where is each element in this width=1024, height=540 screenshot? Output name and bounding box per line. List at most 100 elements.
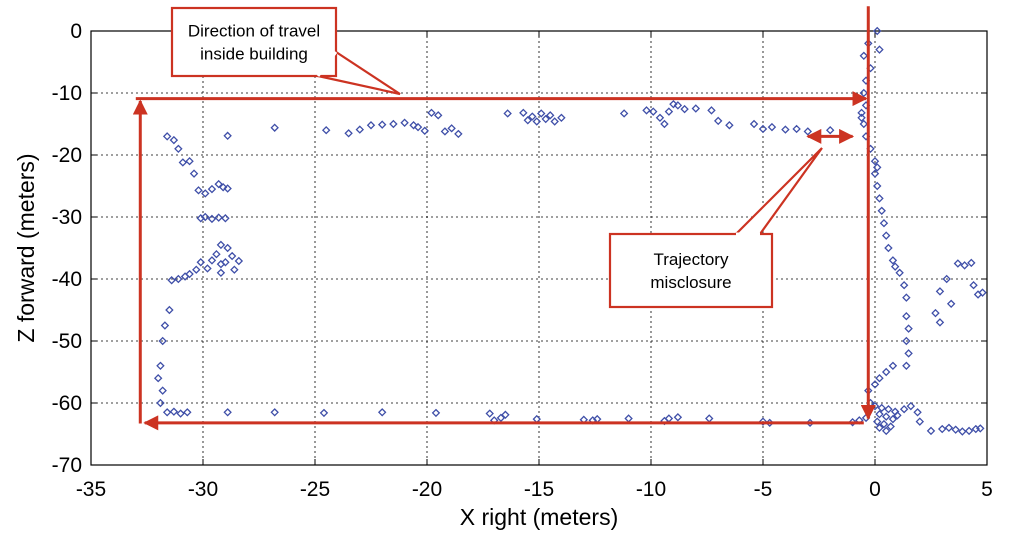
data-point xyxy=(207,256,217,265)
data-point xyxy=(931,308,940,318)
data-point xyxy=(673,413,683,422)
data-point xyxy=(174,144,183,154)
data-point xyxy=(207,184,217,194)
data-point xyxy=(859,51,869,61)
data-point xyxy=(964,426,974,436)
data-point xyxy=(899,280,909,290)
data-point xyxy=(713,116,723,126)
data-point xyxy=(431,408,441,418)
data-point xyxy=(951,425,960,434)
data-point xyxy=(758,124,768,134)
data-point xyxy=(501,410,510,419)
data-point xyxy=(859,119,869,129)
data-point xyxy=(223,243,232,253)
data-point xyxy=(884,404,893,414)
data-point xyxy=(691,104,701,113)
trajectory-arrows xyxy=(132,6,876,431)
callout-box xyxy=(608,232,774,309)
data-point xyxy=(879,218,889,228)
data-point xyxy=(875,373,884,383)
data-point xyxy=(156,398,165,408)
data-point xyxy=(153,373,163,383)
data-point xyxy=(377,120,387,129)
data-point xyxy=(660,119,669,129)
callout-joint xyxy=(316,51,338,77)
callout-misclosure: Trajectory misclosure xyxy=(608,147,823,309)
data-point xyxy=(937,424,947,434)
data-point xyxy=(158,386,167,395)
data-point xyxy=(881,367,891,377)
y-tick-label: -10 xyxy=(52,82,82,105)
data-point xyxy=(888,414,898,424)
data-point xyxy=(944,423,954,433)
data-point xyxy=(400,118,409,127)
data-point xyxy=(649,107,658,116)
data-point xyxy=(825,125,835,135)
data-point xyxy=(890,262,900,271)
data-point xyxy=(541,114,550,124)
data-point xyxy=(183,408,192,417)
data-point xyxy=(976,424,985,433)
x-tick-label: -35 xyxy=(76,478,106,501)
data-point xyxy=(185,156,194,166)
data-point xyxy=(485,409,494,418)
grid-lines xyxy=(91,31,987,465)
data-point xyxy=(803,127,813,136)
data-point xyxy=(664,414,674,423)
data-point xyxy=(942,274,951,284)
data-points xyxy=(153,26,987,436)
data-point xyxy=(935,287,945,296)
data-point xyxy=(454,129,463,139)
x-tick-label: -15 xyxy=(524,478,554,501)
data-point xyxy=(223,184,232,193)
data-point xyxy=(707,106,716,115)
data-point xyxy=(873,163,882,172)
data-point xyxy=(180,272,190,281)
data-point xyxy=(705,414,714,423)
y-tick-label: -50 xyxy=(52,330,82,353)
data-point xyxy=(409,121,418,130)
data-point xyxy=(178,158,188,167)
data-point xyxy=(218,183,228,192)
data-point xyxy=(873,417,882,426)
data-point xyxy=(532,117,541,126)
data-point xyxy=(877,206,886,216)
data-point xyxy=(888,256,898,265)
data-point xyxy=(440,127,450,136)
callout-pointer xyxy=(733,147,823,236)
x-tick-label: 5 xyxy=(981,478,993,501)
callout-text: inside building xyxy=(200,45,308,64)
data-point xyxy=(230,265,239,274)
data-point xyxy=(234,256,244,266)
data-point xyxy=(906,401,916,411)
data-point xyxy=(550,117,559,126)
data-point xyxy=(162,132,172,141)
data-point xyxy=(680,104,689,114)
y-tick-label: 0 xyxy=(70,20,82,43)
data-point xyxy=(176,409,185,418)
x-tick-label: 0 xyxy=(869,478,881,501)
callout-text: Direction of travel xyxy=(188,22,320,41)
data-point xyxy=(433,111,443,120)
data-point xyxy=(848,418,857,427)
data-point xyxy=(899,404,909,414)
data-point xyxy=(902,336,911,346)
data-point xyxy=(162,408,172,417)
data-point xyxy=(904,324,913,333)
data-point xyxy=(935,318,945,327)
data-point xyxy=(420,126,429,136)
data-point xyxy=(886,422,895,431)
data-point xyxy=(857,108,866,118)
data-point xyxy=(207,214,217,224)
data-point xyxy=(503,109,512,118)
data-point xyxy=(496,413,506,423)
data-point xyxy=(669,99,678,109)
x-tick-label: -10 xyxy=(636,478,666,501)
data-point xyxy=(223,131,232,140)
data-point xyxy=(758,417,768,426)
data-point xyxy=(624,414,633,423)
data-point xyxy=(881,426,891,436)
data-point xyxy=(167,276,176,285)
data-point xyxy=(725,121,734,130)
x-tick-label: -20 xyxy=(412,478,442,501)
